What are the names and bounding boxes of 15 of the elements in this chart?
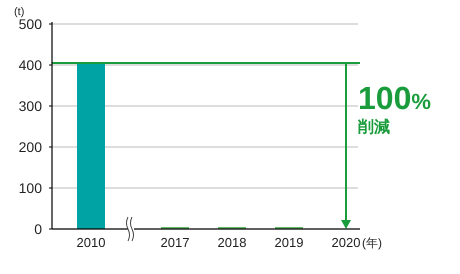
x-axis-title: (年) [362, 236, 382, 250]
annotation: 100% [358, 80, 431, 116]
y-tick-label: 200 [18, 139, 42, 155]
annotation: 削減 [357, 118, 390, 136]
x-tick-label: 2017 [160, 235, 190, 250]
y-axis-title: (t) [14, 6, 24, 18]
y-tick-label: 500 [18, 16, 42, 32]
x-tick-label: 2020 [332, 235, 360, 250]
x-tick-label: 2018 [218, 235, 246, 250]
y-tick-label: 400 [18, 57, 42, 73]
y-tick-label: 100 [18, 180, 42, 196]
x-tick-label: 2019 [274, 235, 304, 250]
y-tick-label: 0 [34, 221, 42, 237]
x-tick-label: 2010 [76, 235, 106, 250]
y-tick-label: 300 [18, 98, 42, 114]
